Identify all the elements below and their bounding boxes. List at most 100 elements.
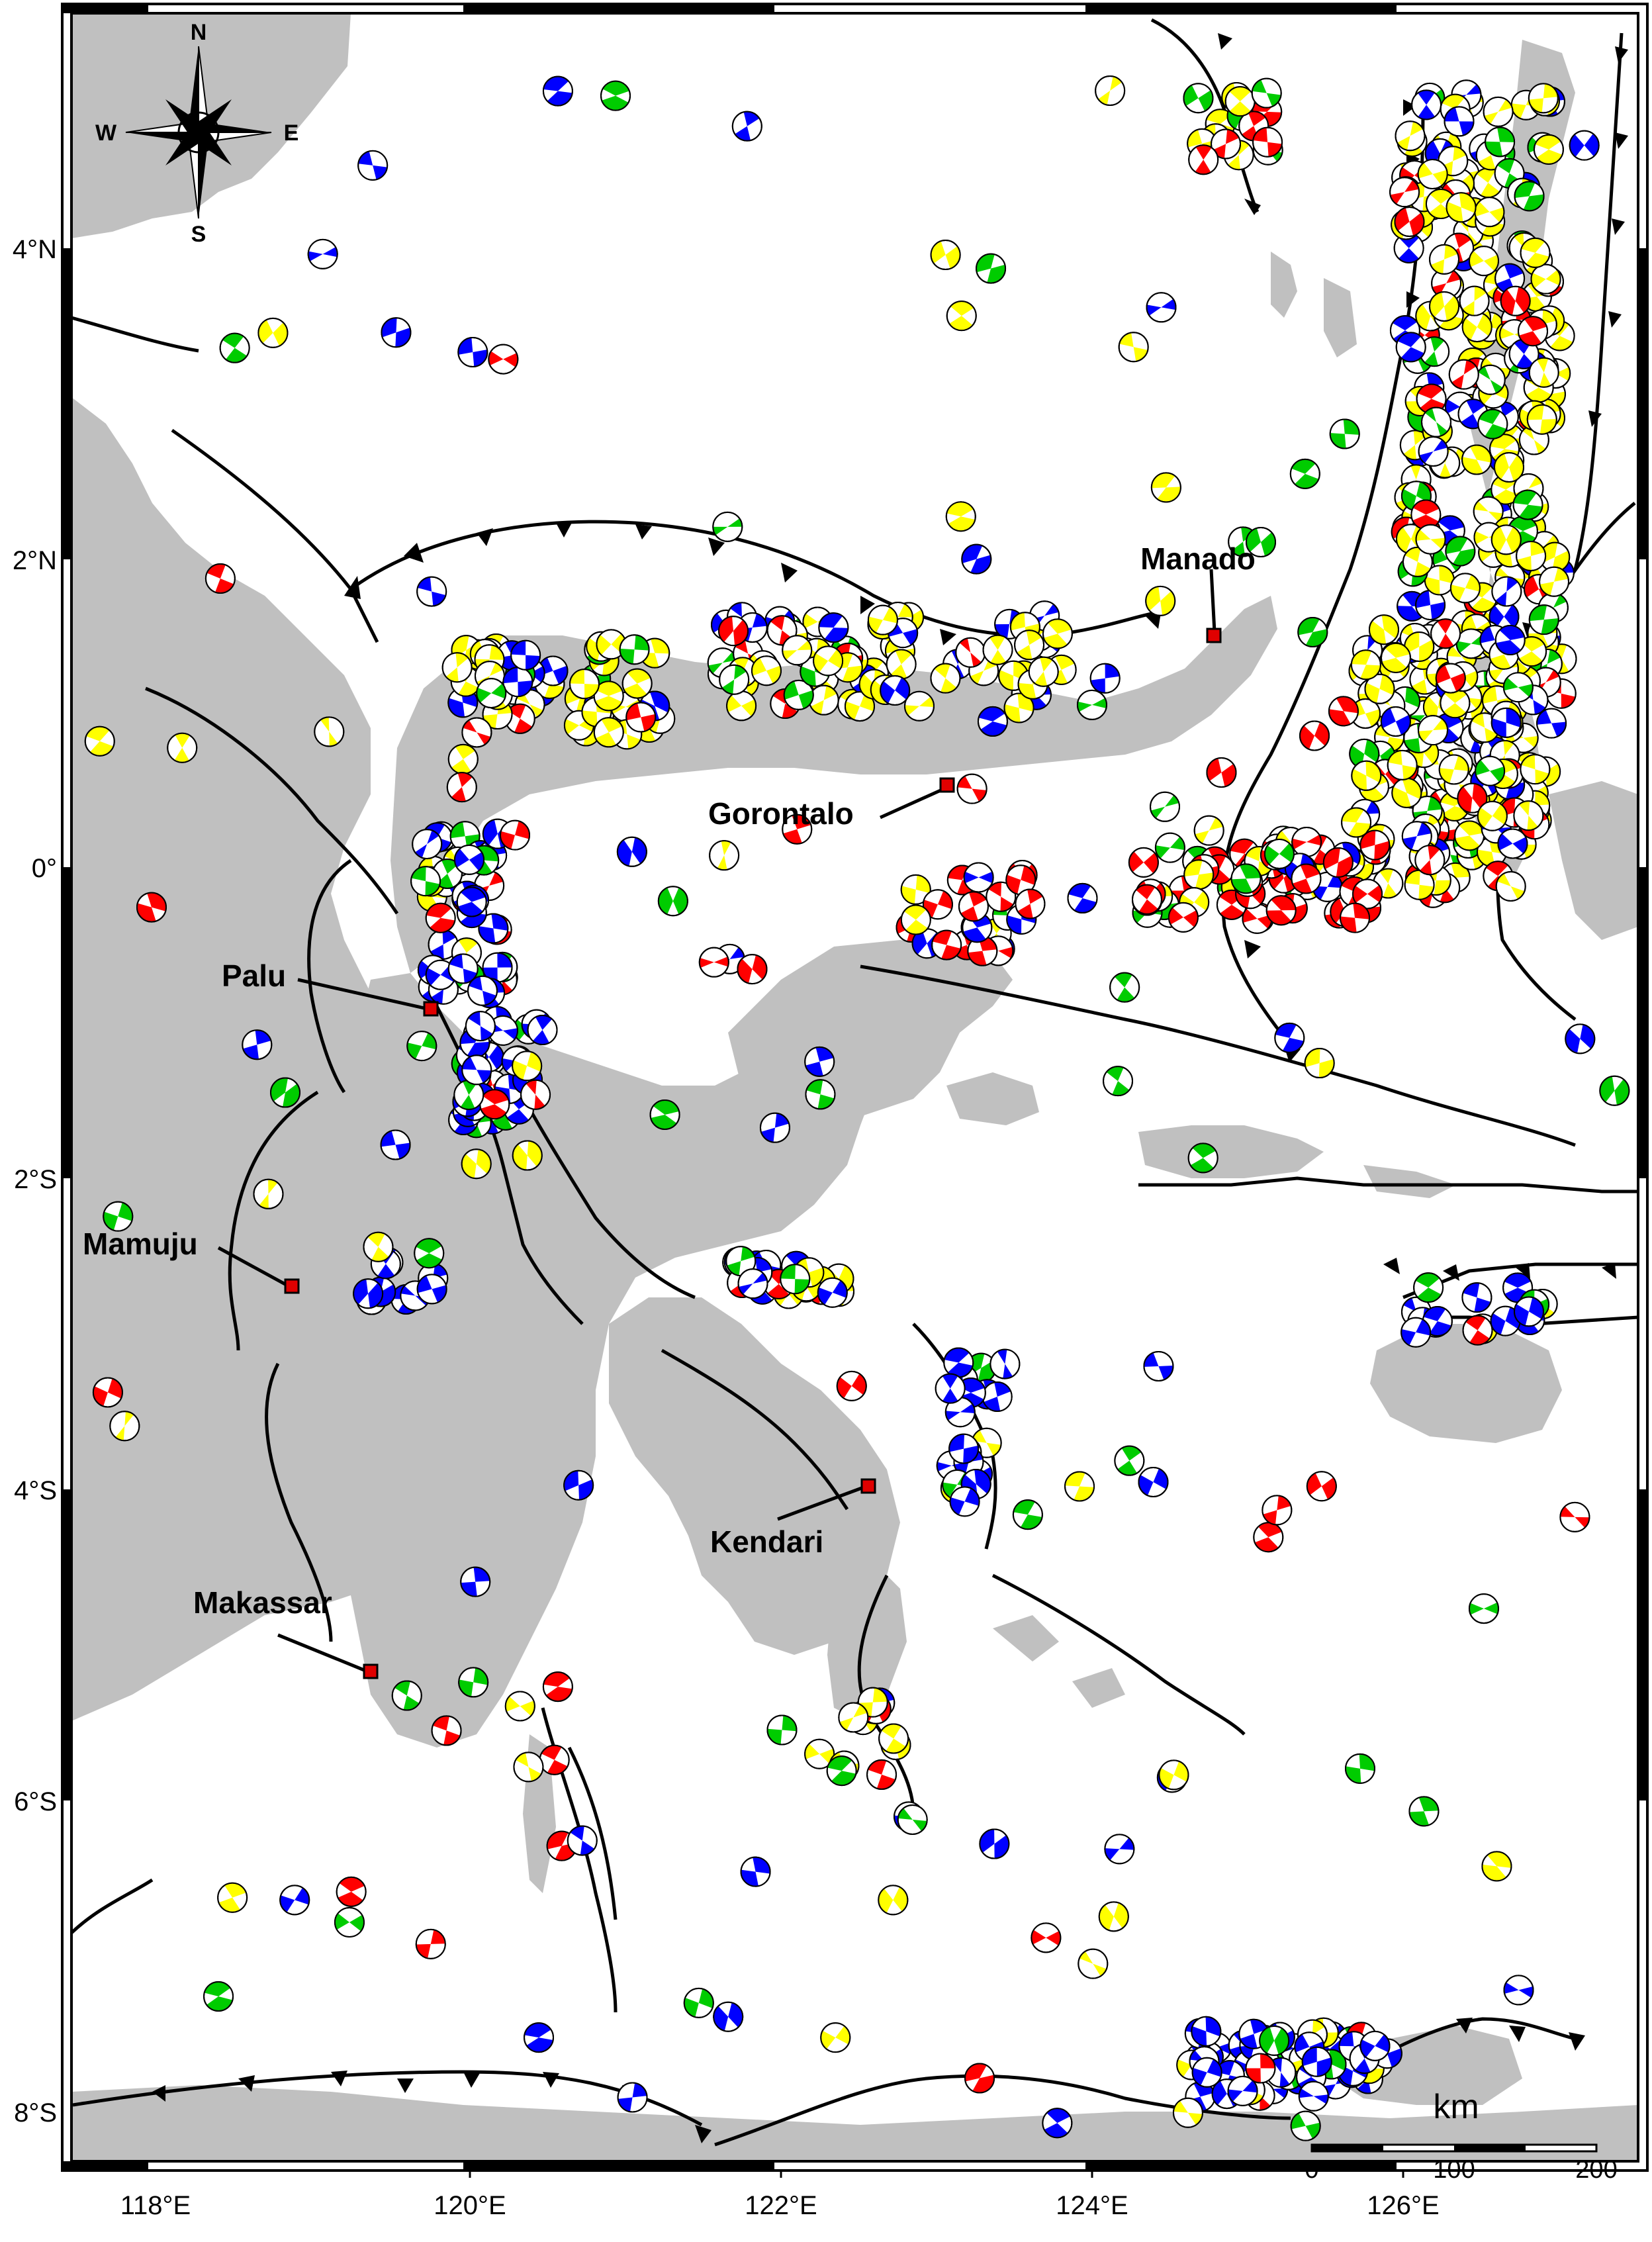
focal-mechanism-beachball	[1503, 1975, 1534, 2006]
focal-mechanism-beachball	[982, 1381, 1013, 1413]
city-markers: Manado Gorontalo Palu Mamuju Kendari Mak…	[83, 541, 1256, 1679]
focal-mechanism-beachball	[1351, 760, 1382, 791]
focal-mechanism-beachball	[336, 1876, 367, 1907]
thrust-tooth	[1406, 291, 1420, 308]
thrust-tooth	[1383, 1258, 1400, 1274]
focal-mechanism-beachball	[1359, 2030, 1391, 2061]
land-small-islands-2	[1072, 1668, 1125, 1708]
focal-mechanism-beachball	[878, 1885, 909, 1916]
focal-mechanism-beachball	[719, 664, 750, 695]
fault-line	[714, 2074, 1291, 2147]
focal-mechanism-beachball	[1172, 2097, 1203, 2128]
focal-mechanism-beachball	[441, 652, 473, 683]
thrust-tooth	[404, 543, 424, 563]
fault-line	[145, 686, 399, 915]
lon-label: 124°E	[1056, 2191, 1128, 2220]
focal-mechanism-beachball	[1528, 604, 1559, 635]
focal-mechanism-beachball	[1477, 800, 1508, 831]
focal-mechanism-beachball	[1461, 312, 1492, 343]
focal-mechanism-beachball	[989, 1348, 1021, 1379]
focal-mechanism-beachball	[1440, 688, 1471, 719]
city-leader	[1209, 569, 1216, 633]
scale-bar: km 0 100 200	[1305, 2088, 1617, 2184]
thrust-tooth	[1218, 33, 1232, 50]
focal-mechanism-beachball	[1252, 126, 1283, 158]
focal-mechanism-beachball	[718, 616, 749, 647]
focal-mechanism-beachball	[537, 655, 569, 686]
focal-mechanism-beachball	[1539, 566, 1570, 597]
focal-mechanism-beachball	[1380, 642, 1411, 673]
focal-mechanism-beachball	[465, 1011, 496, 1042]
focal-mechanism-beachball	[1158, 1759, 1189, 1791]
thrust-tooth	[238, 2075, 255, 2092]
focal-mechanism-beachball	[725, 1246, 757, 1277]
focal-mechanism-beachball	[1188, 144, 1219, 175]
focal-mechanism-beachball	[1462, 1315, 1493, 1346]
focal-mechanism-beachball	[1183, 859, 1215, 890]
lon-label: 122°E	[745, 2191, 817, 2220]
focal-mechanism-beachball	[219, 332, 250, 363]
focal-mechanism-beachball	[880, 675, 911, 706]
focal-mechanism-beachball	[1429, 244, 1460, 275]
focal-mechanism-beachball	[1485, 126, 1516, 158]
thrust-tooth	[477, 528, 493, 546]
focal-mechanism-beachball	[1028, 656, 1059, 687]
focal-mechanism-beachball	[1103, 1066, 1134, 1097]
focal-mechanism-beachball	[1514, 181, 1545, 212]
focal-mechanism-beachball	[461, 1054, 492, 1086]
focal-mechanism-beachball	[930, 239, 961, 270]
focal-mechanism-beachball	[1391, 777, 1422, 808]
focal-mechanism-beachball	[416, 576, 447, 607]
city-leader	[879, 786, 948, 819]
frame-checker	[62, 2161, 148, 2171]
focal-mechanism-beachball	[1128, 847, 1159, 878]
focal-mechanism-beachball	[1329, 418, 1360, 449]
focal-mechanism-beachball	[1474, 197, 1505, 228]
focal-mechanism-beachball	[1118, 332, 1149, 363]
focal-mechanism-beachball	[1475, 364, 1506, 395]
focal-mechanism-beachball	[766, 1714, 798, 1746]
focal-mechanism-beachball	[1340, 902, 1371, 933]
focal-mechanism-beachball	[804, 1738, 835, 1769]
focal-mechanism-beachball	[381, 317, 412, 348]
focal-mechanism-beachball	[649, 1099, 680, 1130]
scale-bar-segment	[1454, 2145, 1526, 2151]
focal-mechanism-beachball	[461, 1148, 492, 1180]
city-leader	[777, 1484, 868, 1521]
focal-mechanism-beachball	[1003, 692, 1034, 724]
focal-mechanism-beachball	[1143, 1350, 1174, 1381]
focal-mechanism-beachball	[805, 1079, 836, 1110]
focal-mechanism-beachball	[109, 1411, 140, 1442]
lon-label: 126°E	[1367, 2191, 1439, 2220]
focal-mechanism-beachball	[1364, 673, 1395, 704]
focal-mechanism-beachball	[867, 604, 898, 635]
focal-mechanism-beachball	[813, 645, 844, 677]
manado-marker	[1206, 628, 1222, 643]
focal-mechanism-beachball	[967, 935, 998, 966]
focal-mechanism-beachball	[759, 1112, 790, 1143]
focal-mechanism-beachball	[1408, 1796, 1440, 1827]
map-frame	[61, 3, 1649, 2178]
thrust-tooth	[781, 563, 798, 583]
fault-line	[1138, 1176, 1638, 1193]
focal-mechanism-beachball	[1500, 285, 1531, 316]
focal-mechanism-beachball	[513, 1752, 544, 1783]
focal-mechanism-beachball	[1404, 869, 1435, 900]
focal-mechanism-beachball	[391, 1680, 422, 1711]
focal-mechanism-beachball	[1206, 757, 1237, 788]
focal-mechanism-beachball	[1415, 589, 1446, 620]
fault-line	[265, 1362, 333, 1642]
focal-mechanism-beachball	[1528, 83, 1559, 114]
focal-mechanism-beachball	[1306, 1471, 1337, 1502]
lon-label: 118°E	[120, 2191, 191, 2220]
focal-mechanism-beachball	[482, 952, 513, 983]
focal-mechanism-beachball	[1461, 444, 1492, 475]
scale-unit-label: km	[1433, 2088, 1479, 2126]
focal-mechanism-beachball	[1454, 820, 1485, 851]
focal-mechanism-beachball	[1299, 720, 1330, 751]
focal-mechanism-beachball	[406, 1031, 437, 1062]
focal-mechanism-beachball	[1109, 972, 1140, 1003]
focal-mechanism-beachball	[1444, 106, 1475, 137]
focal-mechanism-beachball	[1468, 1593, 1499, 1624]
focal-mechanism-beachball	[1304, 1048, 1335, 1079]
